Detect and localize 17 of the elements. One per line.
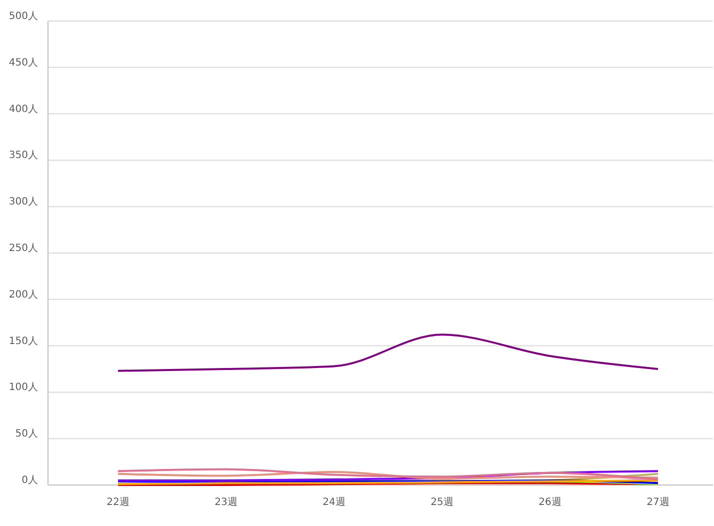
x-tick-label: 22週 bbox=[106, 497, 130, 508]
y-tick-label: 0人 bbox=[22, 475, 38, 486]
x-tick-label: 25週 bbox=[430, 497, 454, 508]
y-tick-label: 400人 bbox=[8, 104, 38, 115]
y-tick-label: 500人 bbox=[8, 11, 38, 22]
y-tick-label: 300人 bbox=[8, 196, 38, 208]
x-tick-label: 27週 bbox=[646, 497, 670, 508]
y-tick-label: 200人 bbox=[8, 289, 38, 300]
y-tick-label: 350人 bbox=[8, 150, 38, 162]
x-tick-label: 26週 bbox=[538, 497, 562, 508]
y-tick-label: 50人 bbox=[15, 428, 38, 440]
y-tick-label: 450人 bbox=[8, 57, 38, 68]
y-tick-label: 100人 bbox=[8, 382, 38, 394]
x-tick-label: 24週 bbox=[322, 497, 346, 508]
y-tick-label: 250人 bbox=[8, 243, 38, 254]
y-tick-label: 150人 bbox=[8, 336, 38, 347]
x-tick-label: 23週 bbox=[214, 497, 238, 508]
